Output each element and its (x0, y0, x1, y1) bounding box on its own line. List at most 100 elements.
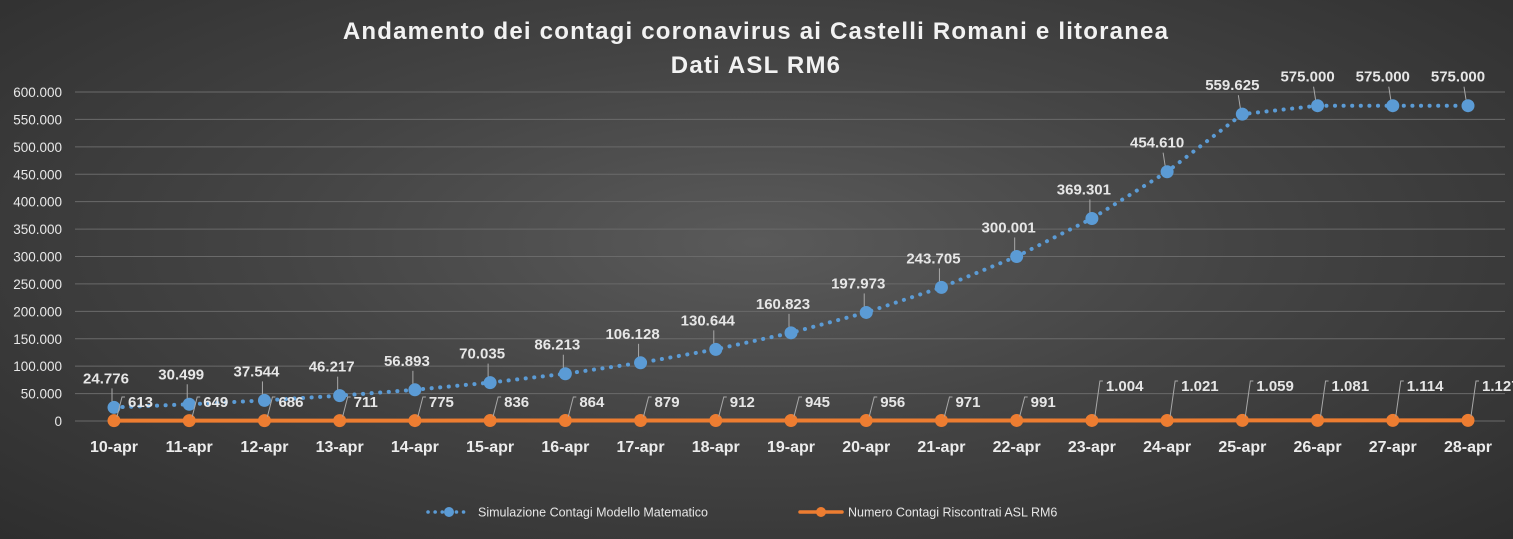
data-label: 956 (880, 394, 905, 411)
series-2-point (558, 414, 572, 428)
label-leader-line (643, 396, 652, 417)
label-leader-line (1470, 380, 1479, 417)
y-tick-label: 0 (54, 414, 62, 429)
legend-label-2: Numero Contagi Riscontrati ASL RM6 (848, 506, 1057, 520)
series-2-point (859, 413, 873, 427)
label-leader-line (191, 396, 201, 417)
series-1-point (1160, 165, 1174, 179)
label-leader-line (266, 396, 276, 417)
data-label: 912 (730, 394, 755, 411)
label-leader-line (1463, 86, 1467, 100)
series-2-point (1010, 413, 1024, 427)
data-label: 369.301 (1057, 181, 1111, 198)
data-label: 56.893 (384, 353, 430, 370)
series-1-point (1010, 249, 1024, 263)
series-1-point (1235, 107, 1249, 121)
gridlines (75, 91, 1505, 422)
data-label: 575.000 (1280, 69, 1334, 86)
data-label: 1.114 (1407, 378, 1444, 395)
chart-title: Andamento dei contagi coronavirus ai Cas… (343, 18, 1169, 45)
data-label: 106.128 (605, 326, 659, 343)
data-label: 1.081 (1332, 378, 1370, 395)
label-leader-line (718, 396, 727, 417)
y-tick-label: 50.000 (21, 387, 62, 402)
data-label: 775 (429, 394, 454, 411)
label-leader-line (1237, 95, 1241, 109)
series-2-point (634, 414, 648, 428)
x-tick-label: 16-apr (541, 439, 589, 456)
series-1-point (709, 342, 723, 356)
label-leader-line (1169, 380, 1179, 417)
series-2-point (1235, 413, 1249, 427)
data-label: 971 (955, 394, 980, 411)
data-label: 686 (278, 394, 303, 411)
label-leader-line (492, 396, 502, 417)
series-1-point (483, 376, 497, 390)
label-leader-line (793, 396, 802, 417)
y-axis-ticks: 0 50.000 100.000 150.000 200.000 250.000 300.0… (13, 85, 62, 429)
series-2-point (709, 413, 723, 427)
label-leader-line (1388, 86, 1392, 100)
series-1-point (182, 397, 196, 411)
series-1-point (1461, 99, 1475, 113)
series-1-point (107, 400, 121, 414)
y-tick-label: 250.000 (13, 277, 62, 292)
legend-marker-2 (816, 507, 826, 517)
label-leader-line (1244, 380, 1254, 417)
y-tick-label: 100.000 (13, 359, 62, 374)
data-label: 711 (354, 394, 378, 411)
data-label: 243.705 (906, 250, 960, 267)
x-tick-label: 24-apr (1143, 439, 1191, 456)
x-tick-label: 11-apr (166, 439, 213, 456)
x-tick-label: 25-apr (1218, 439, 1266, 456)
x-tick-label: 23-apr (1068, 439, 1116, 456)
legend-marker-1 (444, 507, 454, 517)
y-tick-label: 150.000 (13, 332, 62, 347)
y-tick-label: 350.000 (13, 222, 62, 237)
series-layer (107, 99, 1475, 428)
data-label: 559.625 (1205, 77, 1259, 94)
x-tick-label: 12-apr (240, 439, 288, 456)
label-leader-line (417, 396, 426, 417)
x-tick-label: 27-apr (1369, 439, 1417, 456)
data-label: 24.776 (83, 370, 129, 387)
data-labels: 24.776 30.499 37.544 46.217 56.893 70.035 86.2… (83, 69, 1513, 417)
label-leader-line (1313, 86, 1317, 100)
series-2-point (784, 413, 798, 427)
y-tick-label: 550.000 (13, 112, 62, 127)
data-label: 37.544 (233, 363, 280, 380)
data-label: 197.973 (831, 275, 885, 292)
data-label: 70.035 (459, 346, 505, 363)
label-leader-line (1019, 396, 1028, 417)
series-1-point (934, 280, 948, 294)
data-label: 649 (203, 394, 228, 411)
label-leader-line (868, 396, 878, 417)
data-label: 130.644 (681, 312, 736, 329)
data-label: 945 (805, 394, 830, 411)
y-tick-label: 500.000 (13, 140, 62, 155)
y-tick-label: 600.000 (13, 85, 62, 100)
label-leader-line (567, 396, 577, 417)
label-leader-line (116, 396, 125, 417)
x-tick-label: 20-apr (842, 439, 890, 456)
x-tick-label: 22-apr (993, 439, 1041, 456)
series-2-point (257, 414, 271, 428)
series-2-point (1386, 413, 1400, 427)
x-tick-label: 17-apr (617, 439, 665, 456)
y-tick-label: 400.000 (13, 195, 62, 210)
series-1-point (1085, 211, 1099, 225)
y-tick-label: 450.000 (13, 167, 62, 182)
series-1-point (408, 383, 422, 397)
data-label: 30.499 (158, 366, 204, 383)
x-tick-label: 10-apr (90, 439, 138, 456)
series-1-point (859, 305, 873, 319)
data-label: 300.001 (982, 219, 1036, 236)
series-2-point (333, 414, 347, 428)
x-tick-label: 18-apr (692, 439, 740, 456)
data-label: 879 (655, 394, 680, 411)
data-label: 575.000 (1431, 69, 1485, 86)
label-leader-line (1395, 380, 1404, 417)
x-tick-label: 13-apr (316, 439, 364, 456)
series-2-point (934, 413, 948, 427)
